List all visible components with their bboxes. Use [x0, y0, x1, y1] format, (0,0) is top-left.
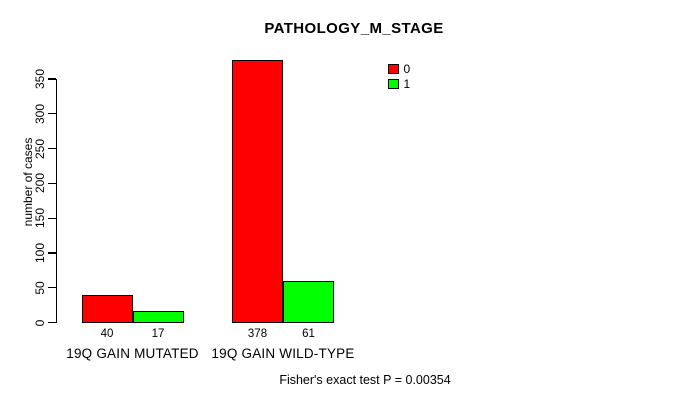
- legend-item-0: 0: [388, 62, 410, 76]
- y-tick: [48, 287, 56, 289]
- chart-title: PATHOLOGY_M_STAGE: [264, 20, 444, 37]
- y-tick-label: 250: [33, 138, 47, 159]
- legend: 0 1: [388, 62, 410, 92]
- stat-test-note: Fisher's exact test P = 0.00354: [279, 373, 451, 387]
- y-tick-label: 50: [33, 281, 47, 295]
- bar-value-label: 61: [302, 327, 315, 340]
- legend-label-0: 0: [403, 62, 411, 76]
- y-tick-label: 150: [33, 208, 47, 229]
- y-tick: [48, 321, 56, 324]
- y-tick: [48, 147, 56, 150]
- legend-swatch-green: [388, 78, 399, 90]
- y-tick-label: 200: [33, 173, 47, 194]
- bar-1-0: [132, 311, 184, 323]
- legend-label-1: 1: [403, 77, 411, 91]
- bar-0-0: [81, 295, 133, 323]
- y-tick-label: 300: [33, 103, 47, 124]
- y-tick: [48, 182, 56, 184]
- legend-item-1: 1: [388, 77, 410, 91]
- y-tick: [48, 252, 56, 254]
- bar-0-1: [232, 60, 283, 323]
- legend-swatch-red: [388, 63, 399, 75]
- y-tick-label: 0: [33, 319, 47, 326]
- x-category-label: 19Q GAIN WILD-TYPE: [211, 346, 355, 361]
- y-tick: [48, 113, 56, 115]
- bar-1-1: [283, 280, 334, 323]
- y-tick: [48, 217, 56, 219]
- x-category-label: 19Q GAIN MUTATED: [66, 346, 199, 361]
- bar-value-label: 378: [247, 327, 268, 340]
- y-tick: [48, 78, 56, 80]
- bar-value-label: 17: [151, 327, 165, 340]
- y-tick-label: 100: [33, 242, 47, 263]
- y-tick-label: 350: [33, 68, 47, 90]
- y-axis-line: [55, 79, 57, 323]
- bar-value-label: 40: [100, 327, 114, 340]
